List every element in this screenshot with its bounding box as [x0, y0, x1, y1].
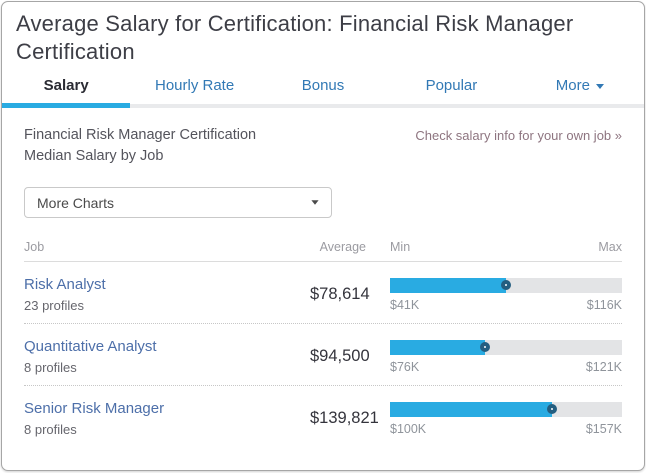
- tab-bar: Salary Hourly Rate Bonus Popular More: [2, 77, 644, 109]
- chart-subtitle-line2: Median Salary by Job: [24, 148, 164, 165]
- salary-range-bar: [390, 401, 622, 417]
- tab-label: Hourly Rate: [155, 77, 235, 95]
- page-title: Average Salary for Certification: Financ…: [16, 11, 574, 64]
- table-body: Risk Analyst 23 profiles $78,614 $41K $1…: [24, 262, 622, 447]
- tab-label: Salary: [43, 77, 89, 95]
- check-salary-link[interactable]: Check salary info for your own job »: [415, 128, 622, 144]
- tab-bonus[interactable]: Bonus: [259, 77, 387, 104]
- salary-range-bar: [390, 339, 622, 355]
- average-salary: $94,500: [310, 347, 370, 366]
- chart-subtitle: Financial Risk Manager Certification Med…: [24, 125, 256, 167]
- tab-salary[interactable]: Salary: [2, 77, 131, 109]
- more-charts-select[interactable]: More Charts: [24, 187, 332, 219]
- job-link[interactable]: Quantitative Analyst: [24, 338, 157, 356]
- salary-slider-handle[interactable]: [547, 404, 558, 415]
- average-salary: $78,614: [310, 285, 370, 304]
- salary-range-fill: [390, 401, 553, 417]
- job-link[interactable]: Risk Analyst: [24, 276, 106, 294]
- table-row: Quantitative Analyst 8 profiles $94,500 …: [24, 323, 622, 385]
- chart-subtitle-line1: Financial Risk Manager Certification: [24, 127, 257, 144]
- tab-popular[interactable]: Popular: [387, 77, 515, 104]
- tab-hourly-rate[interactable]: Hourly Rate: [130, 77, 258, 104]
- job-link[interactable]: Senior Risk Manager: [24, 400, 165, 418]
- caret-down-icon: [311, 200, 319, 206]
- table-row: Risk Analyst 23 profiles $78,614 $41K $1…: [24, 262, 622, 323]
- min-salary-label: $100K: [390, 421, 427, 436]
- table-row: Senior Risk Manager 8 profiles $139,821 …: [24, 385, 622, 447]
- column-header-average: Average: [319, 240, 366, 255]
- salary-range-bar: [390, 277, 622, 293]
- column-header-min: Min: [390, 240, 411, 255]
- caret-down-icon: [595, 83, 604, 89]
- salary-range-fill: [390, 339, 486, 355]
- max-salary-label: $157K: [585, 421, 622, 436]
- salary-slider-handle[interactable]: [480, 342, 491, 353]
- max-salary-label: $121K: [585, 359, 622, 374]
- tab-more[interactable]: More: [516, 77, 644, 104]
- profile-count: 8 profiles: [24, 360, 77, 376]
- profile-count: 8 profiles: [24, 422, 77, 438]
- tab-label: Bonus: [301, 77, 345, 95]
- salary-slider-handle[interactable]: [501, 280, 512, 291]
- column-header-job: Job: [24, 240, 45, 255]
- tab-label: Popular: [425, 77, 478, 95]
- salary-range-fill: [390, 277, 507, 293]
- table-header-row: Job Average Min Max: [24, 240, 622, 263]
- widget-content: Financial Risk Manager Certification Med…: [2, 125, 644, 447]
- tab-label: More: [555, 77, 590, 95]
- profile-count: 23 profiles: [24, 298, 84, 314]
- max-salary-label: $116K: [586, 297, 622, 312]
- min-salary-label: $41K: [390, 297, 420, 312]
- select-value: More Charts: [37, 194, 115, 211]
- min-salary-label: $76K: [390, 359, 420, 374]
- column-header-max: Max: [598, 240, 622, 255]
- average-salary: $139,821: [310, 409, 379, 428]
